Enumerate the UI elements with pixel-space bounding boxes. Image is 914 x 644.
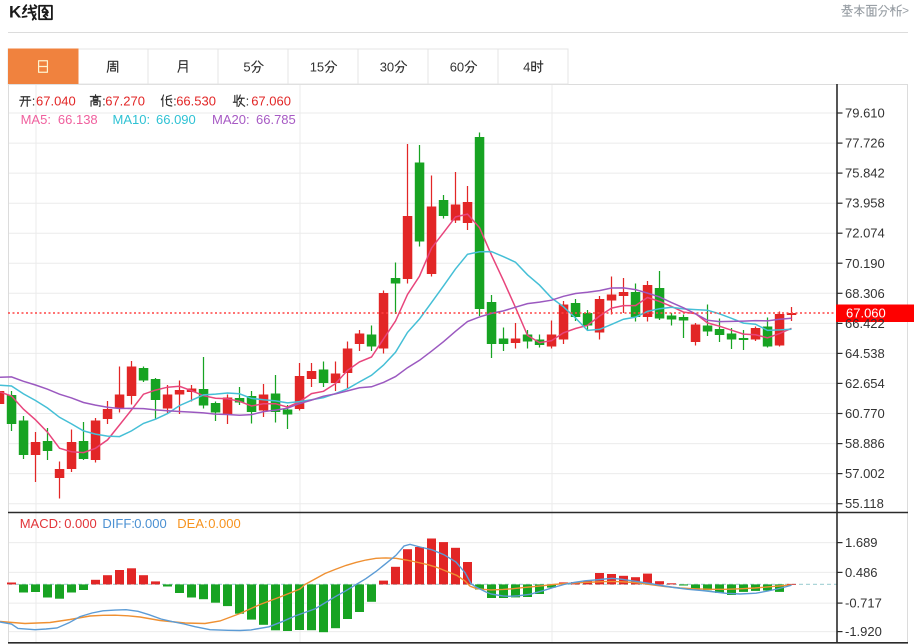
- svg-text:60: 60: [450, 60, 464, 75]
- svg-text:75.842: 75.842: [845, 166, 885, 181]
- svg-text:67.060: 67.060: [846, 306, 886, 321]
- svg-text::: :: [173, 94, 177, 109]
- svg-text:68.306: 68.306: [845, 286, 885, 301]
- svg-text::: :: [102, 94, 106, 109]
- svg-text:0.000: 0.000: [134, 516, 167, 531]
- svg-text:MA10:: MA10:: [113, 112, 151, 127]
- svg-text:77.726: 77.726: [845, 136, 885, 151]
- svg-text:5: 5: [243, 60, 250, 75]
- svg-text:-1.920: -1.920: [845, 624, 882, 639]
- svg-text:66.422: 66.422: [845, 316, 885, 331]
- svg-text::: :: [246, 94, 250, 109]
- svg-text:15: 15: [310, 60, 324, 75]
- svg-text:62.654: 62.654: [845, 376, 885, 391]
- svg-text:0.486: 0.486: [845, 565, 878, 580]
- svg-text:1.689: 1.689: [845, 535, 878, 550]
- svg-text:K: K: [9, 3, 22, 22]
- svg-text:60.770: 60.770: [845, 406, 885, 421]
- svg-text:MA5:: MA5:: [21, 112, 51, 127]
- svg-text:66.530: 66.530: [176, 94, 216, 109]
- svg-text::: :: [32, 94, 36, 109]
- svg-text:67.060: 67.060: [251, 94, 291, 109]
- svg-text:67.270: 67.270: [105, 94, 145, 109]
- svg-text:4: 4: [523, 60, 530, 75]
- svg-text:67.040: 67.040: [36, 94, 76, 109]
- svg-text:58.886: 58.886: [845, 436, 885, 451]
- svg-text:72.074: 72.074: [845, 226, 885, 241]
- svg-text:66.090: 66.090: [156, 112, 196, 127]
- svg-text:79.610: 79.610: [845, 106, 885, 121]
- svg-text:-0.717: -0.717: [845, 596, 882, 611]
- svg-text:70.190: 70.190: [845, 256, 885, 271]
- svg-text:30: 30: [380, 60, 394, 75]
- svg-text:MA20:: MA20:: [212, 112, 250, 127]
- svg-text:66.785: 66.785: [256, 112, 296, 127]
- svg-text:>: >: [902, 4, 909, 18]
- svg-text:57.002: 57.002: [845, 466, 885, 481]
- svg-text:73.958: 73.958: [845, 196, 885, 211]
- svg-text:DIFF:: DIFF:: [102, 516, 134, 531]
- svg-text:DEA:: DEA:: [177, 516, 207, 531]
- svg-text:66.138: 66.138: [58, 112, 98, 127]
- svg-text:64.538: 64.538: [845, 346, 885, 361]
- svg-text:0.000: 0.000: [64, 516, 97, 531]
- svg-text:55.118: 55.118: [845, 496, 884, 511]
- svg-text:MACD:: MACD:: [20, 516, 62, 531]
- svg-text:0.000: 0.000: [208, 516, 241, 531]
